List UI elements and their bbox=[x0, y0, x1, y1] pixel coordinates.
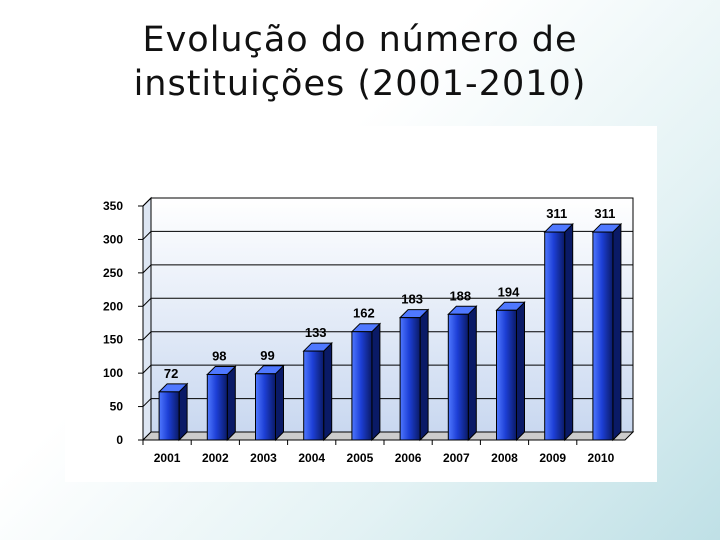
slide-title-line-2: instituições (2001-2010) bbox=[133, 64, 587, 104]
chart-area: 0 50 100 150 200 250 300 350 2001 2002 2003 2004 20… bbox=[65, 126, 657, 482]
bar bbox=[206, 365, 237, 442]
gridline bbox=[142, 297, 633, 307]
bar-front bbox=[399, 317, 421, 441]
gridline bbox=[142, 230, 633, 240]
y-tick-label: 100 bbox=[103, 366, 123, 380]
x-tick-label: 2008 bbox=[491, 451, 518, 465]
bar-front bbox=[544, 231, 566, 441]
x-tick-label: 2004 bbox=[298, 451, 325, 465]
bar-side bbox=[275, 364, 284, 442]
bars bbox=[157, 222, 623, 442]
data-label: 311 bbox=[594, 206, 615, 221]
bar bbox=[543, 222, 574, 442]
x-tick-label: 2003 bbox=[250, 451, 277, 465]
bar-side bbox=[419, 308, 429, 442]
bar-side bbox=[178, 382, 188, 442]
x-axis: 2001 2002 2003 2004 2005 2006 2007 2008 2009 2010 bbox=[142, 439, 625, 465]
y-tick-label: 0 bbox=[116, 433, 123, 447]
y-tick-label: 350 bbox=[103, 199, 123, 213]
side-wall bbox=[142, 196, 152, 442]
x-tick-label: 2007 bbox=[443, 451, 470, 465]
x-tick-label: 2001 bbox=[154, 451, 181, 465]
x-tick-label: 2002 bbox=[202, 451, 229, 465]
bar bbox=[591, 222, 623, 442]
bar-front bbox=[303, 350, 325, 441]
bar-side bbox=[226, 365, 236, 442]
bar bbox=[157, 382, 189, 442]
data-label: 72 bbox=[164, 366, 178, 381]
y-tick-label: 250 bbox=[103, 266, 123, 280]
data-label: 133 bbox=[305, 325, 327, 340]
bar-front bbox=[447, 313, 469, 441]
data-label: 183 bbox=[401, 292, 423, 307]
x-tick-label: 2010 bbox=[588, 451, 615, 465]
data-label: 311 bbox=[546, 206, 567, 221]
bar-side bbox=[564, 222, 574, 442]
x-tick-label: 2005 bbox=[347, 451, 374, 465]
y-tick-label: 150 bbox=[103, 333, 123, 347]
bar-front bbox=[158, 391, 180, 441]
bar bbox=[495, 301, 526, 442]
data-labels: 72 98 99 133 162 183 188 194 311 311 bbox=[164, 206, 616, 381]
bar bbox=[302, 341, 333, 442]
slide-title-line-1: Evolução do número de bbox=[142, 20, 578, 60]
bar-side bbox=[612, 222, 622, 442]
data-label: 162 bbox=[353, 306, 375, 321]
bar-side bbox=[467, 305, 477, 442]
y-tick-label: 50 bbox=[110, 400, 124, 414]
bar bbox=[398, 308, 430, 442]
y-axis: 0 50 100 150 200 250 300 350 bbox=[103, 199, 144, 447]
gridline bbox=[142, 197, 633, 207]
bar-front bbox=[206, 373, 228, 441]
bar-side bbox=[371, 322, 381, 442]
data-label: 98 bbox=[212, 348, 226, 363]
bar bbox=[447, 305, 478, 442]
bar-front bbox=[592, 231, 614, 441]
y-tick-label: 300 bbox=[103, 232, 123, 246]
bar-side bbox=[323, 341, 333, 442]
data-label: 194 bbox=[498, 284, 520, 299]
data-label: 99 bbox=[260, 348, 274, 363]
bar-front bbox=[351, 331, 373, 441]
bar bbox=[254, 364, 285, 442]
bar-front bbox=[496, 309, 517, 441]
data-label: 188 bbox=[449, 288, 471, 303]
bar bbox=[350, 322, 382, 442]
bar-side bbox=[516, 301, 525, 442]
gridline bbox=[142, 264, 633, 274]
x-tick-label: 2006 bbox=[395, 451, 422, 465]
y-tick-label: 200 bbox=[103, 299, 123, 313]
x-tick-label: 2009 bbox=[539, 451, 566, 465]
bar-front bbox=[255, 373, 276, 441]
slide-title: Evolução do número de instituições (2001… bbox=[0, 18, 720, 106]
